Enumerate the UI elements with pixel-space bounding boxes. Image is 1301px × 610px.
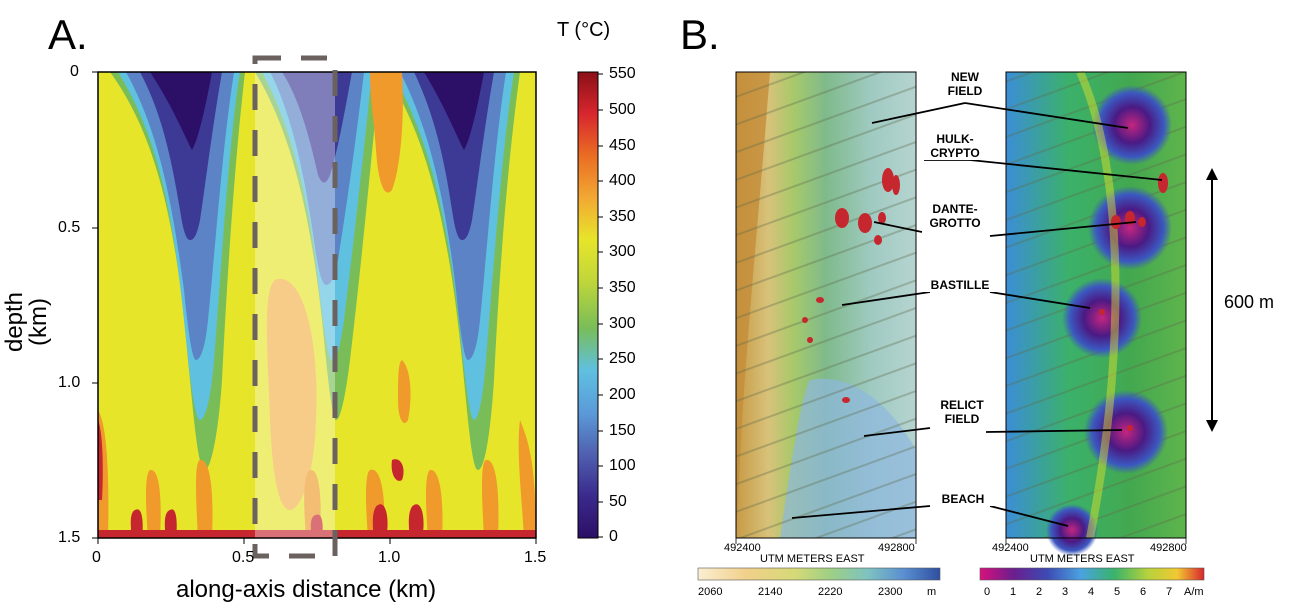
mag-colorbar-tick: 1	[1010, 586, 1017, 598]
label-relict-field: RELICT FIELD	[930, 398, 994, 426]
colorbar-tick: 350	[609, 279, 636, 296]
left-map-x-tick: 492400	[724, 542, 761, 554]
mag-colorbar-tick: 7	[1166, 586, 1173, 598]
mag-colorbar-tick: 0	[984, 586, 991, 598]
label-bastille: BASTILLE	[920, 278, 1000, 292]
y-axis-title: depth (km)	[1, 291, 52, 353]
dashed-selection-box	[252, 55, 338, 559]
y-tick-label: 0.5	[58, 219, 81, 236]
label-hulk-crypto: HULK- CRYPTO	[920, 132, 990, 160]
label-new-field: NEW FIELD	[935, 70, 995, 98]
colorbar-tick: 300	[609, 243, 636, 260]
bathy-colorbar-tick: 2300	[878, 586, 903, 598]
colorbar-title: T (°C)	[557, 19, 611, 41]
colorbar-tick: 150	[609, 422, 636, 439]
colorbar-tick: 400	[609, 172, 636, 189]
y-tick-label: 1.5	[58, 529, 81, 546]
colorbar-tick: 450	[609, 137, 636, 154]
cool-plumes	[110, 72, 520, 470]
vent-field-maps	[697, 70, 1218, 581]
magnetization-map	[1005, 70, 1187, 556]
bathy-colorbar-tick: 2220	[818, 586, 843, 598]
bathy-colorbar-tick: m	[927, 586, 937, 598]
colorbar-tick: 500	[609, 101, 636, 118]
magnetization-colorbar	[979, 567, 1205, 581]
panel-b-letter: B.	[680, 11, 720, 58]
mag-colorbar-tick: 4	[1088, 586, 1095, 598]
x-tick-label: 1.0	[378, 549, 401, 566]
right-map-x-tick: 492800	[1150, 542, 1187, 554]
label-dante-grotto: DANTE- GROTTO	[920, 202, 990, 230]
colorbar-tick: 100	[609, 457, 636, 474]
colorbar-tick: 300	[609, 315, 636, 332]
axis-ticks	[92, 71, 537, 544]
mag-colorbar-tick: 3	[1062, 586, 1069, 598]
label-beach: BEACH	[930, 492, 996, 506]
bathymetry-colorbar	[697, 567, 941, 581]
colorbar-tick: 50	[609, 493, 627, 510]
colorbar-tick: 0	[609, 528, 618, 545]
right-map-axis-title: UTM METERS EAST	[1030, 553, 1135, 565]
hot-plumes	[98, 72, 536, 538]
colorbar-tick: 200	[609, 386, 636, 403]
panel-a-letter: A.	[48, 11, 88, 58]
x-tick-label: 0.5	[232, 549, 255, 566]
scale-arrow	[1206, 168, 1218, 432]
colorbar-tick: 550	[609, 65, 636, 82]
right-map-x-tick: 492400	[992, 542, 1029, 554]
x-tick-label: 0	[92, 549, 101, 566]
colorbar-tick: 350	[609, 208, 636, 225]
highlight-region	[255, 72, 335, 538]
colorbar-tick: 250	[609, 350, 636, 367]
x-tick-label: 1.5	[524, 549, 547, 566]
left-map-axis-title: UTM METERS EAST	[760, 553, 865, 565]
bathy-colorbar-tick: 2140	[758, 586, 783, 598]
mag-colorbar-tick: 6	[1140, 586, 1147, 598]
mag-colorbar-tick: 5	[1114, 586, 1121, 598]
y-tick-label: 1.0	[58, 374, 81, 391]
label-leader-lines	[791, 102, 1163, 527]
mag-colorbar-tick: 2	[1036, 586, 1043, 598]
mag-colorbar-tick: A/m	[1184, 586, 1204, 598]
scale-label: 600 m	[1224, 292, 1275, 312]
temperature-field	[98, 72, 536, 538]
bathymetry-map	[735, 71, 917, 539]
y-tick-label: 0	[70, 63, 79, 80]
bathy-colorbar-tick: 2060	[698, 586, 723, 598]
left-map-x-tick: 492800	[878, 542, 915, 554]
temperature-section-plot	[92, 55, 603, 559]
temperature-colorbar	[577, 71, 599, 539]
x-axis-title: along-axis distance (km)	[176, 576, 437, 603]
